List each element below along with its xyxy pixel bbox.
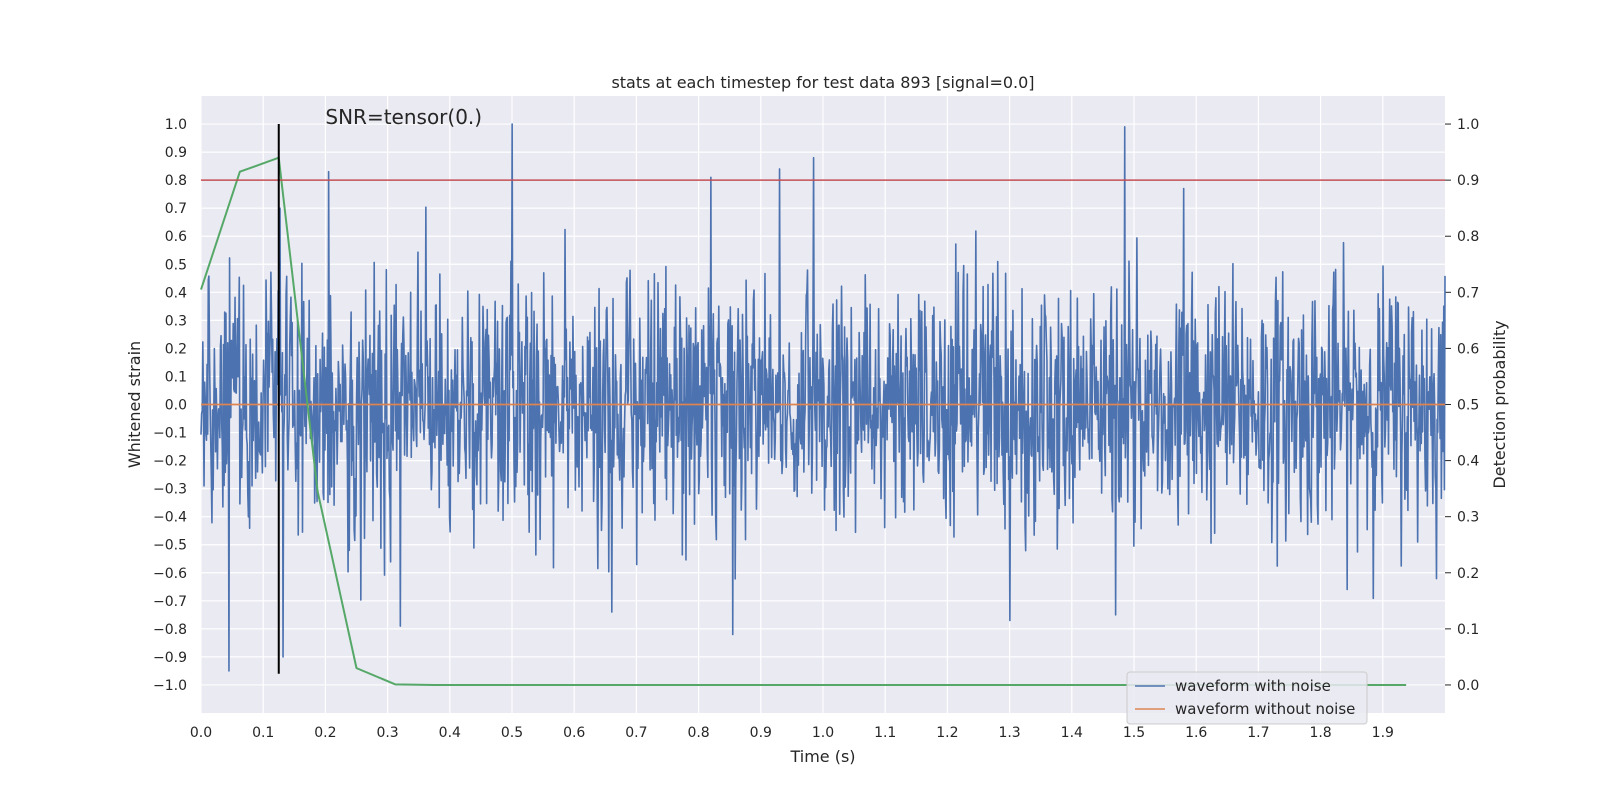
left-tick-label-16: 0.6	[165, 229, 187, 245]
x-tick-label-19: 1.9	[1372, 725, 1394, 741]
series-line-0	[200, 123, 1446, 672]
right-tick-label-8: 0.8	[1457, 229, 1479, 245]
left-tick-label-11: 0.1	[165, 369, 187, 385]
series-line-2	[200, 156, 1407, 686]
legend-label-noise: waveform with noise	[1175, 677, 1331, 695]
left-tick-label-17: 0.7	[165, 201, 187, 217]
left-tick-label-8: −0.2	[153, 454, 187, 470]
x-tick-label-8: 0.8	[687, 725, 709, 741]
right-tick-label-1: 0.1	[1457, 622, 1479, 638]
left-tick-label-18: 0.8	[165, 173, 187, 189]
right-tick-label-10: 1.0	[1457, 117, 1479, 133]
x-tick-label-3: 0.3	[376, 725, 398, 741]
x-tick-label-17: 1.7	[1247, 725, 1269, 741]
legend: waveform with noise waveform without noi…	[1126, 671, 1368, 725]
chart-title: stats at each timestep for test data 893…	[611, 73, 1034, 92]
right-tick-label-9: 0.9	[1457, 173, 1479, 189]
left-tick-label-4: −0.6	[153, 566, 187, 582]
right-tick-label-7: 0.7	[1457, 285, 1479, 301]
right-tick-label-2: 0.2	[1457, 566, 1479, 582]
left-tick-label-20: 1.0	[165, 117, 187, 133]
x-tick-label-4: 0.4	[439, 725, 461, 741]
right-axis-ticks: 0.0 0.1 0.2 0.3 0.4 0.5 0.6 0.7 0.8 0.9 1.0	[1445, 117, 1479, 694]
left-tick-label-14: 0.4	[165, 285, 187, 301]
left-tick-label-1: −0.9	[153, 650, 187, 666]
right-axis-label: Detection probability	[1490, 320, 1509, 488]
left-axis-label: Whitened strain	[125, 341, 144, 468]
legend-label-clean: waveform without noise	[1175, 700, 1355, 718]
left-tick-label-6: −0.4	[153, 510, 187, 526]
x-tick-label-12: 1.2	[936, 725, 958, 741]
right-tick-label-4: 0.4	[1457, 454, 1479, 470]
left-tick-label-0: −1.0	[153, 678, 187, 694]
left-tick-label-2: −0.8	[153, 622, 187, 638]
x-axis-ticks: 0.0 0.1 0.2 0.3 0.4 0.5 0.6 0.7 0.8 0.9 1.0 1.1 1.2 1…	[190, 725, 1394, 741]
x-tick-label-6: 0.6	[563, 725, 585, 741]
left-axis-ticks: −1.0 −0.9 −0.8 −0.7 −0.6 −0.5 −0.4 −0.3 −0.2 −0.1…	[153, 117, 187, 694]
x-tick-label-18: 1.8	[1309, 725, 1331, 741]
x-tick-label-16: 1.6	[1185, 725, 1207, 741]
left-tick-label-5: −0.5	[153, 538, 187, 554]
x-tick-label-15: 1.5	[1123, 725, 1145, 741]
left-tick-label-19: 0.9	[165, 145, 187, 161]
x-tick-label-0: 0.0	[190, 725, 212, 741]
left-tick-label-15: 0.5	[165, 257, 187, 273]
x-tick-label-10: 1.0	[812, 725, 834, 741]
x-tick-label-11: 1.1	[874, 725, 896, 741]
right-tick-label-0: 0.0	[1457, 678, 1479, 694]
legend-box	[1126, 671, 1368, 725]
x-tick-label-7: 0.7	[625, 725, 647, 741]
left-tick-label-12: 0.2	[165, 341, 187, 357]
left-tick-label-9: −0.1	[153, 426, 187, 442]
x-tick-label-14: 1.4	[1061, 725, 1083, 741]
right-tick-label-6: 0.6	[1457, 341, 1479, 357]
right-tick-label-3: 0.3	[1457, 510, 1479, 526]
left-tick-label-7: −0.3	[153, 482, 187, 498]
x-tick-label-9: 0.9	[750, 725, 772, 741]
left-tick-label-13: 0.3	[165, 313, 187, 329]
x-tick-label-2: 0.2	[314, 725, 336, 741]
x-tick-label-5: 0.5	[501, 725, 523, 741]
x-tick-label-1: 0.1	[252, 725, 274, 741]
series-layer	[200, 123, 1446, 686]
x-tick-label-13: 1.3	[998, 725, 1020, 741]
right-tick-label-5: 0.5	[1457, 398, 1479, 414]
left-tick-label-3: −0.7	[153, 594, 187, 610]
snr-annotation: SNR=tensor(0.)	[325, 105, 482, 129]
x-axis-label: Time (s)	[789, 747, 855, 766]
left-tick-label-10: 0.0	[165, 398, 187, 414]
